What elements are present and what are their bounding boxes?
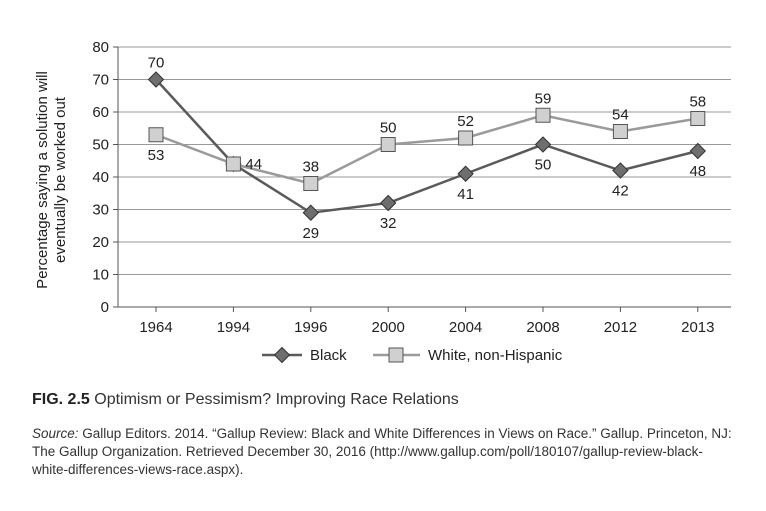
marker-white-2008 xyxy=(535,107,551,123)
marker-black-2012 xyxy=(612,162,629,179)
x-tick-label-2013: 2013 xyxy=(681,319,714,336)
y-tick-label-0: 0 xyxy=(101,299,109,316)
marker-black-1964 xyxy=(147,71,165,88)
data-label-black-2008: 50 xyxy=(535,157,552,174)
legend-label-black: Black xyxy=(310,347,347,364)
marker-white-1994 xyxy=(225,156,241,172)
data-label-black-1964: 70 xyxy=(148,55,165,72)
marker-white-1964 xyxy=(148,127,164,143)
series-line-black xyxy=(155,78,699,215)
data-label-black-2000: 32 xyxy=(380,215,397,232)
marker-white-2000 xyxy=(380,137,396,152)
marker-white-2012 xyxy=(612,124,628,139)
figure-title: Optimism or Pessimism? Improving Race Re… xyxy=(94,391,459,408)
source-label: Source: xyxy=(32,426,79,441)
data-label-black-1996: 29 xyxy=(302,225,319,242)
data-label-black-2013: 48 xyxy=(689,163,706,180)
y-axis-title-line-1: Percentage saying a solution will xyxy=(34,71,51,289)
x-tick-label-2004: 2004 xyxy=(449,319,482,336)
marker-white-2013 xyxy=(690,111,706,126)
x-tick-label-1996: 1996 xyxy=(294,319,327,336)
x-tick-label-1994: 1994 xyxy=(217,319,250,336)
data-label-white-2013: 58 xyxy=(689,94,706,111)
marker-black-2013 xyxy=(689,142,707,160)
figure-label: FIG. 2.5 xyxy=(32,391,90,408)
data-label-white-1996: 38 xyxy=(302,159,319,176)
marker-black-2000 xyxy=(379,194,397,212)
line-chart-svg: 0 10 20 30 40 50 60 70 80 1964 1994 1996 2000 2004 200… xyxy=(34,39,731,364)
source-text: Gallup Editors. 2014. “Gallup Review: Bl… xyxy=(32,426,732,477)
data-label-white-2004: 52 xyxy=(457,113,474,130)
data-label-white-2000: 50 xyxy=(380,120,397,137)
data-label-white-2012: 54 xyxy=(612,107,629,124)
y-tick-label-50: 50 xyxy=(92,137,109,154)
legend-label-white: White, non-Hispanic xyxy=(428,347,563,364)
y-tick-label-60: 60 xyxy=(92,104,109,121)
marker-white-2004 xyxy=(458,130,474,146)
y-axis-title-line-2: eventually be worked out xyxy=(52,96,69,263)
x-tick-label-2012: 2012 xyxy=(604,319,637,336)
data-label-white-1964: 53 xyxy=(148,147,165,164)
x-tick-label-1964: 1964 xyxy=(139,319,172,336)
marker-black-2004 xyxy=(457,165,474,182)
data-label-black-2012: 42 xyxy=(612,183,629,200)
legend-marker-white xyxy=(388,347,404,363)
y-tick-label-80: 80 xyxy=(92,39,109,56)
marker-black-1996 xyxy=(302,204,320,221)
series-line-white xyxy=(155,113,699,185)
x-tick-label-2000: 2000 xyxy=(372,319,405,336)
y-tick-label-40: 40 xyxy=(92,169,109,186)
marker-white-1996 xyxy=(303,176,319,191)
marker-black-2008 xyxy=(534,136,552,153)
chart: 0 10 20 30 40 50 60 70 80 1964 1994 1996 2000 2004 200… xyxy=(34,39,731,364)
data-label-black-2004: 41 xyxy=(457,186,474,203)
data-label-white-2008: 59 xyxy=(535,90,552,107)
y-tick-label-10: 10 xyxy=(92,267,109,284)
y-tick-label-30: 30 xyxy=(92,202,109,219)
x-tick-label-2008: 2008 xyxy=(526,319,559,336)
legend-marker-black xyxy=(273,346,291,364)
figure-caption: FIG. 2.5 Optimism or Pessimism? Improvin… xyxy=(32,391,752,409)
data-label-white-1994: 44 xyxy=(245,156,262,173)
source-note: Source: Gallup Editors. 2014. “Gallup Re… xyxy=(32,425,732,479)
y-tick-label-20: 20 xyxy=(92,234,109,251)
y-tick-label-70: 70 xyxy=(92,72,109,89)
